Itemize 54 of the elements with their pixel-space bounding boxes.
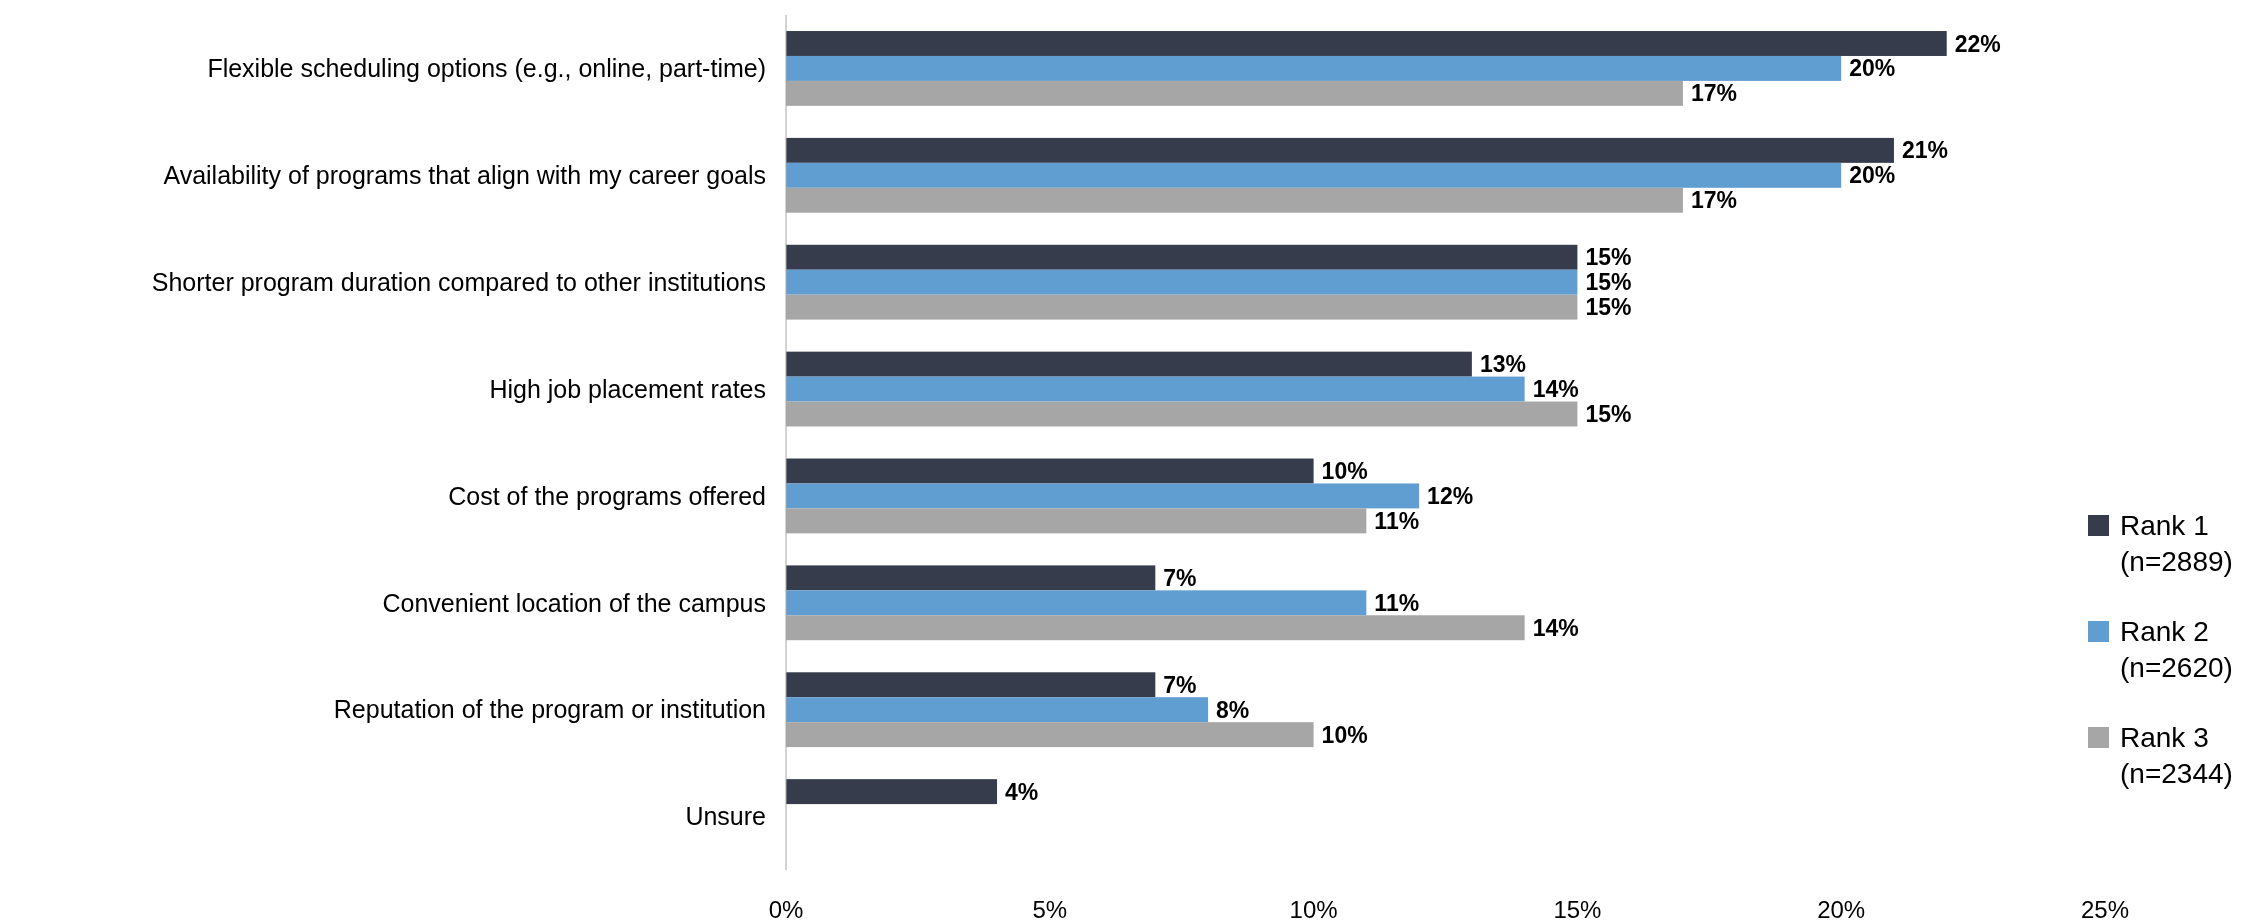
data-label: 15%: [1585, 294, 1632, 321]
bar: [786, 458, 1314, 484]
data-label: 22%: [1954, 30, 2001, 57]
data-label: 17%: [1690, 80, 1737, 107]
data-label: 20%: [1849, 162, 1896, 189]
bar: [786, 351, 1472, 377]
bar: [786, 672, 1156, 698]
data-label: 8%: [1216, 696, 1250, 723]
y-tick-label: Flexible scheduling options (e.g., online, part-time): [207, 54, 766, 83]
bar: [786, 137, 1894, 163]
data-label: 15%: [1585, 401, 1632, 428]
bar: [786, 269, 1578, 295]
data-label: 20%: [1849, 55, 1896, 82]
bar: [786, 697, 1209, 723]
data-label: 10%: [1321, 458, 1368, 485]
x-tick-label: 0%: [768, 896, 804, 922]
y-tick-label: High job placement rates: [489, 374, 766, 403]
data-label: 14%: [1532, 614, 1579, 641]
bar: [786, 590, 1367, 616]
x-tick-label: 15%: [1553, 896, 1602, 922]
bar: [786, 162, 1842, 188]
y-tick-label: Availability of programs that align with my career goals: [163, 161, 766, 190]
data-label: 11%: [1374, 589, 1420, 616]
data-label: 4%: [1005, 778, 1039, 805]
x-tick-label: 25%: [2080, 896, 2130, 922]
data-label: 17%: [1690, 187, 1737, 214]
y-tick-label: Reputation of the program or institution: [333, 695, 766, 724]
data-label: 14%: [1532, 376, 1579, 403]
bar: [786, 376, 1525, 402]
legend-label: Rank 3 (n=2344): [2120, 722, 2233, 789]
y-tick-label: Convenient location of the campus: [382, 588, 766, 617]
bar: [786, 244, 1578, 270]
y-tick-label: Unsure: [685, 802, 766, 831]
y-tick-label: Shorter program duration compared to other institutions: [151, 267, 766, 296]
x-tick-label: 10%: [1289, 896, 1338, 922]
data-label: 21%: [1901, 137, 1949, 164]
data-label: 7%: [1163, 564, 1197, 591]
x-tick-label: 5%: [1032, 896, 1068, 922]
data-label: 15%: [1585, 244, 1632, 271]
bar: [786, 779, 998, 805]
data-label: 7%: [1163, 671, 1197, 698]
x-tick-label: 20%: [1817, 896, 1866, 922]
y-tick-label: Cost of the programs offered: [448, 481, 766, 510]
bar: [786, 565, 1156, 591]
bar: [786, 31, 1947, 56]
data-label: 10%: [1321, 721, 1368, 748]
bar: [786, 483, 1420, 509]
data-label: 15%: [1585, 269, 1632, 296]
data-label: 11%: [1374, 507, 1420, 534]
data-label: 13%: [1479, 351, 1526, 378]
legend-label: Rank 1 (n=2889): [2120, 510, 2233, 577]
legend-label: Rank 2 (n=2620): [2120, 616, 2233, 683]
bar: [786, 55, 1842, 81]
data-label: 12%: [1427, 482, 1474, 509]
